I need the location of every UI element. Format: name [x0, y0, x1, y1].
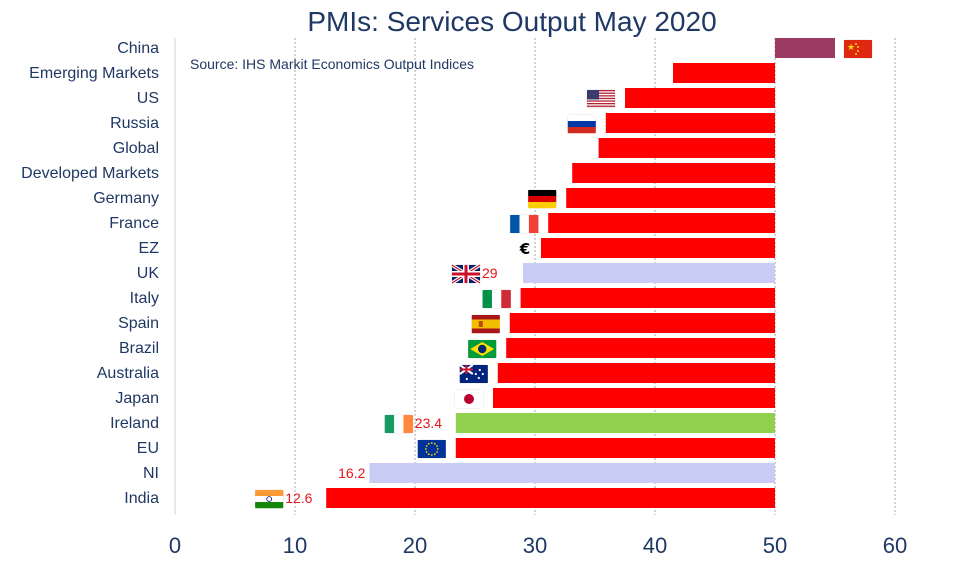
- x-tick-label: 30: [523, 533, 547, 558]
- bar: [520, 288, 775, 308]
- data-label: 29: [482, 265, 498, 281]
- brazil-flag-icon: [467, 339, 497, 359]
- category-label: Developed Markets: [21, 165, 159, 182]
- category-label: Spain: [118, 315, 159, 332]
- bar: [673, 63, 775, 83]
- data-label: 16.2: [338, 465, 365, 481]
- euro-icon: €: [519, 240, 530, 258]
- category-label: UK: [137, 265, 160, 282]
- chart-title: PMIs: Services Output May 2020: [307, 6, 716, 37]
- germany-flag-icon: [527, 189, 557, 209]
- x-tick-label: 60: [883, 533, 907, 558]
- bar: [566, 188, 775, 208]
- australia-flag-icon: [459, 364, 489, 384]
- category-label: Germany: [93, 190, 159, 207]
- bar: [625, 88, 775, 108]
- bar: [497, 363, 775, 383]
- bar: [493, 388, 775, 408]
- uk-flag-icon: [451, 263, 481, 285]
- bar: [506, 338, 775, 358]
- bar: [605, 113, 775, 133]
- category-label: US: [137, 90, 159, 107]
- bars: [326, 38, 835, 508]
- category-label: France: [109, 215, 159, 232]
- data-labels: 29 23.4 16.2 12.6: [285, 265, 498, 506]
- japan-flag-icon: [454, 389, 484, 409]
- bar: [598, 138, 775, 158]
- category-labels: China Emerging Markets US Russia Global Devel…: [21, 40, 159, 507]
- category-label: Ireland: [110, 415, 159, 432]
- x-tick-label: 50: [763, 533, 787, 558]
- bar: [369, 463, 775, 483]
- france-flag-icon: [509, 214, 539, 234]
- russia-flag-icon: [567, 114, 597, 134]
- bar: [326, 488, 775, 508]
- bar: [509, 313, 775, 333]
- category-label: Emerging Markets: [29, 65, 159, 82]
- x-tick-labels: 0 10 20 30 40 50 60: [169, 533, 907, 558]
- category-label: Australia: [97, 365, 159, 382]
- category-label: EZ: [139, 240, 160, 257]
- category-label: EU: [137, 440, 159, 457]
- spain-flag-icon: [471, 314, 501, 334]
- category-label: Brazil: [119, 340, 159, 357]
- svg-text:★: ★: [847, 43, 855, 53]
- bar: [548, 213, 775, 233]
- source-note: Source: IHS Markit Economics Output Indi…: [190, 56, 474, 72]
- eu-flag-icon: [417, 439, 447, 459]
- gridlines: [174, 38, 896, 515]
- category-label: China: [117, 40, 159, 57]
- x-tick-label: 40: [643, 533, 667, 558]
- x-tick-label: 0: [169, 533, 181, 558]
- ireland-flag-icon: [384, 414, 414, 434]
- category-label: Japan: [115, 390, 159, 407]
- italy-flag-icon: [482, 289, 511, 309]
- bar: [775, 38, 835, 58]
- category-label: Global: [113, 140, 159, 157]
- data-label: 12.6: [285, 490, 312, 506]
- china-flag-icon: ★: [843, 39, 873, 59]
- category-label: NI: [143, 465, 159, 482]
- bar: [541, 238, 775, 258]
- category-label: Russia: [110, 115, 159, 132]
- us-flag-icon: [586, 89, 616, 109]
- bar: [455, 413, 775, 433]
- x-tick-label: 20: [403, 533, 427, 558]
- flag-markers: ★€: [254, 39, 873, 509]
- x-tick-label: 10: [283, 533, 307, 558]
- bar: [523, 263, 775, 283]
- category-label: Italy: [130, 290, 159, 307]
- category-label: India: [124, 490, 159, 507]
- bar: [455, 438, 775, 458]
- india-flag-icon: [254, 489, 284, 509]
- bar: [572, 163, 775, 183]
- data-label: 23.4: [415, 415, 442, 431]
